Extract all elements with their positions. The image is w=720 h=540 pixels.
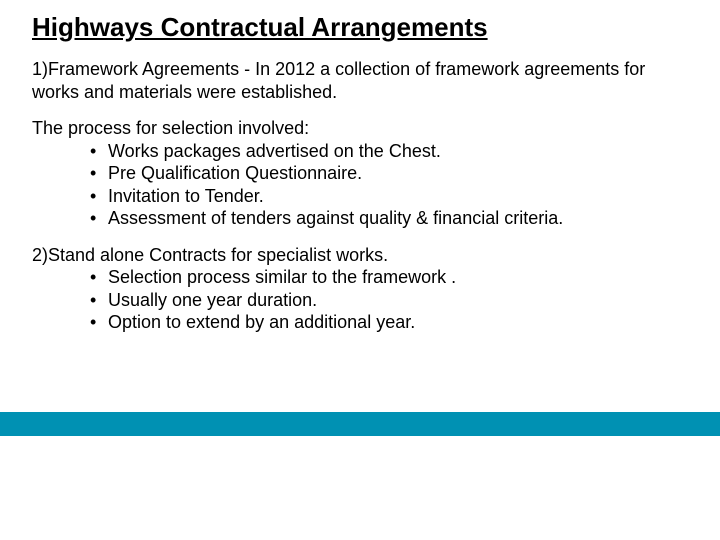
- bullet-text: Pre Qualification Questionnaire.: [108, 162, 680, 185]
- list-item: • Assessment of tenders against quality …: [90, 207, 680, 230]
- bullet-text: Option to extend by an additional year.: [108, 311, 680, 334]
- section1-bullets: • Works packages advertised on the Chest…: [90, 140, 680, 230]
- accent-strip: [0, 412, 720, 436]
- bullet-text: Selection process similar to the framewo…: [108, 266, 680, 289]
- list-item: • Usually one year duration.: [90, 289, 680, 312]
- page-title: Highways Contractual Arrangements: [32, 12, 488, 43]
- list-item: • Pre Qualification Questionnaire.: [90, 162, 680, 185]
- bullet-text: Usually one year duration.: [108, 289, 680, 312]
- bullet-text: Works packages advertised on the Chest.: [108, 140, 680, 163]
- bullet-icon: •: [90, 289, 108, 312]
- list-item: • Option to extend by an additional year…: [90, 311, 680, 334]
- section2-intro: 2)Stand alone Contracts for specialist w…: [32, 244, 680, 267]
- bullet-text: Assessment of tenders against quality & …: [108, 207, 680, 230]
- content-area: 1)Framework Agreements - In 2012 a colle…: [32, 58, 680, 348]
- bullet-icon: •: [90, 207, 108, 230]
- footer: Cumbria County Council Serving the peopl…: [0, 436, 720, 540]
- bullet-icon: •: [90, 162, 108, 185]
- list-item: • Works packages advertised on the Chest…: [90, 140, 680, 163]
- list-item: • Invitation to Tender.: [90, 185, 680, 208]
- bullet-icon: •: [90, 140, 108, 163]
- bullet-icon: •: [90, 185, 108, 208]
- slide: Highways Contractual Arrangements 1)Fram…: [0, 0, 720, 540]
- section1-lead: The process for selection involved:: [32, 117, 680, 140]
- list-item: • Selection process similar to the frame…: [90, 266, 680, 289]
- bullet-text: Invitation to Tender.: [108, 185, 680, 208]
- bullet-icon: •: [90, 266, 108, 289]
- bullet-icon: •: [90, 311, 108, 334]
- section2-bullets: • Selection process similar to the frame…: [90, 266, 680, 334]
- section1-intro: 1)Framework Agreements - In 2012 a colle…: [32, 58, 680, 103]
